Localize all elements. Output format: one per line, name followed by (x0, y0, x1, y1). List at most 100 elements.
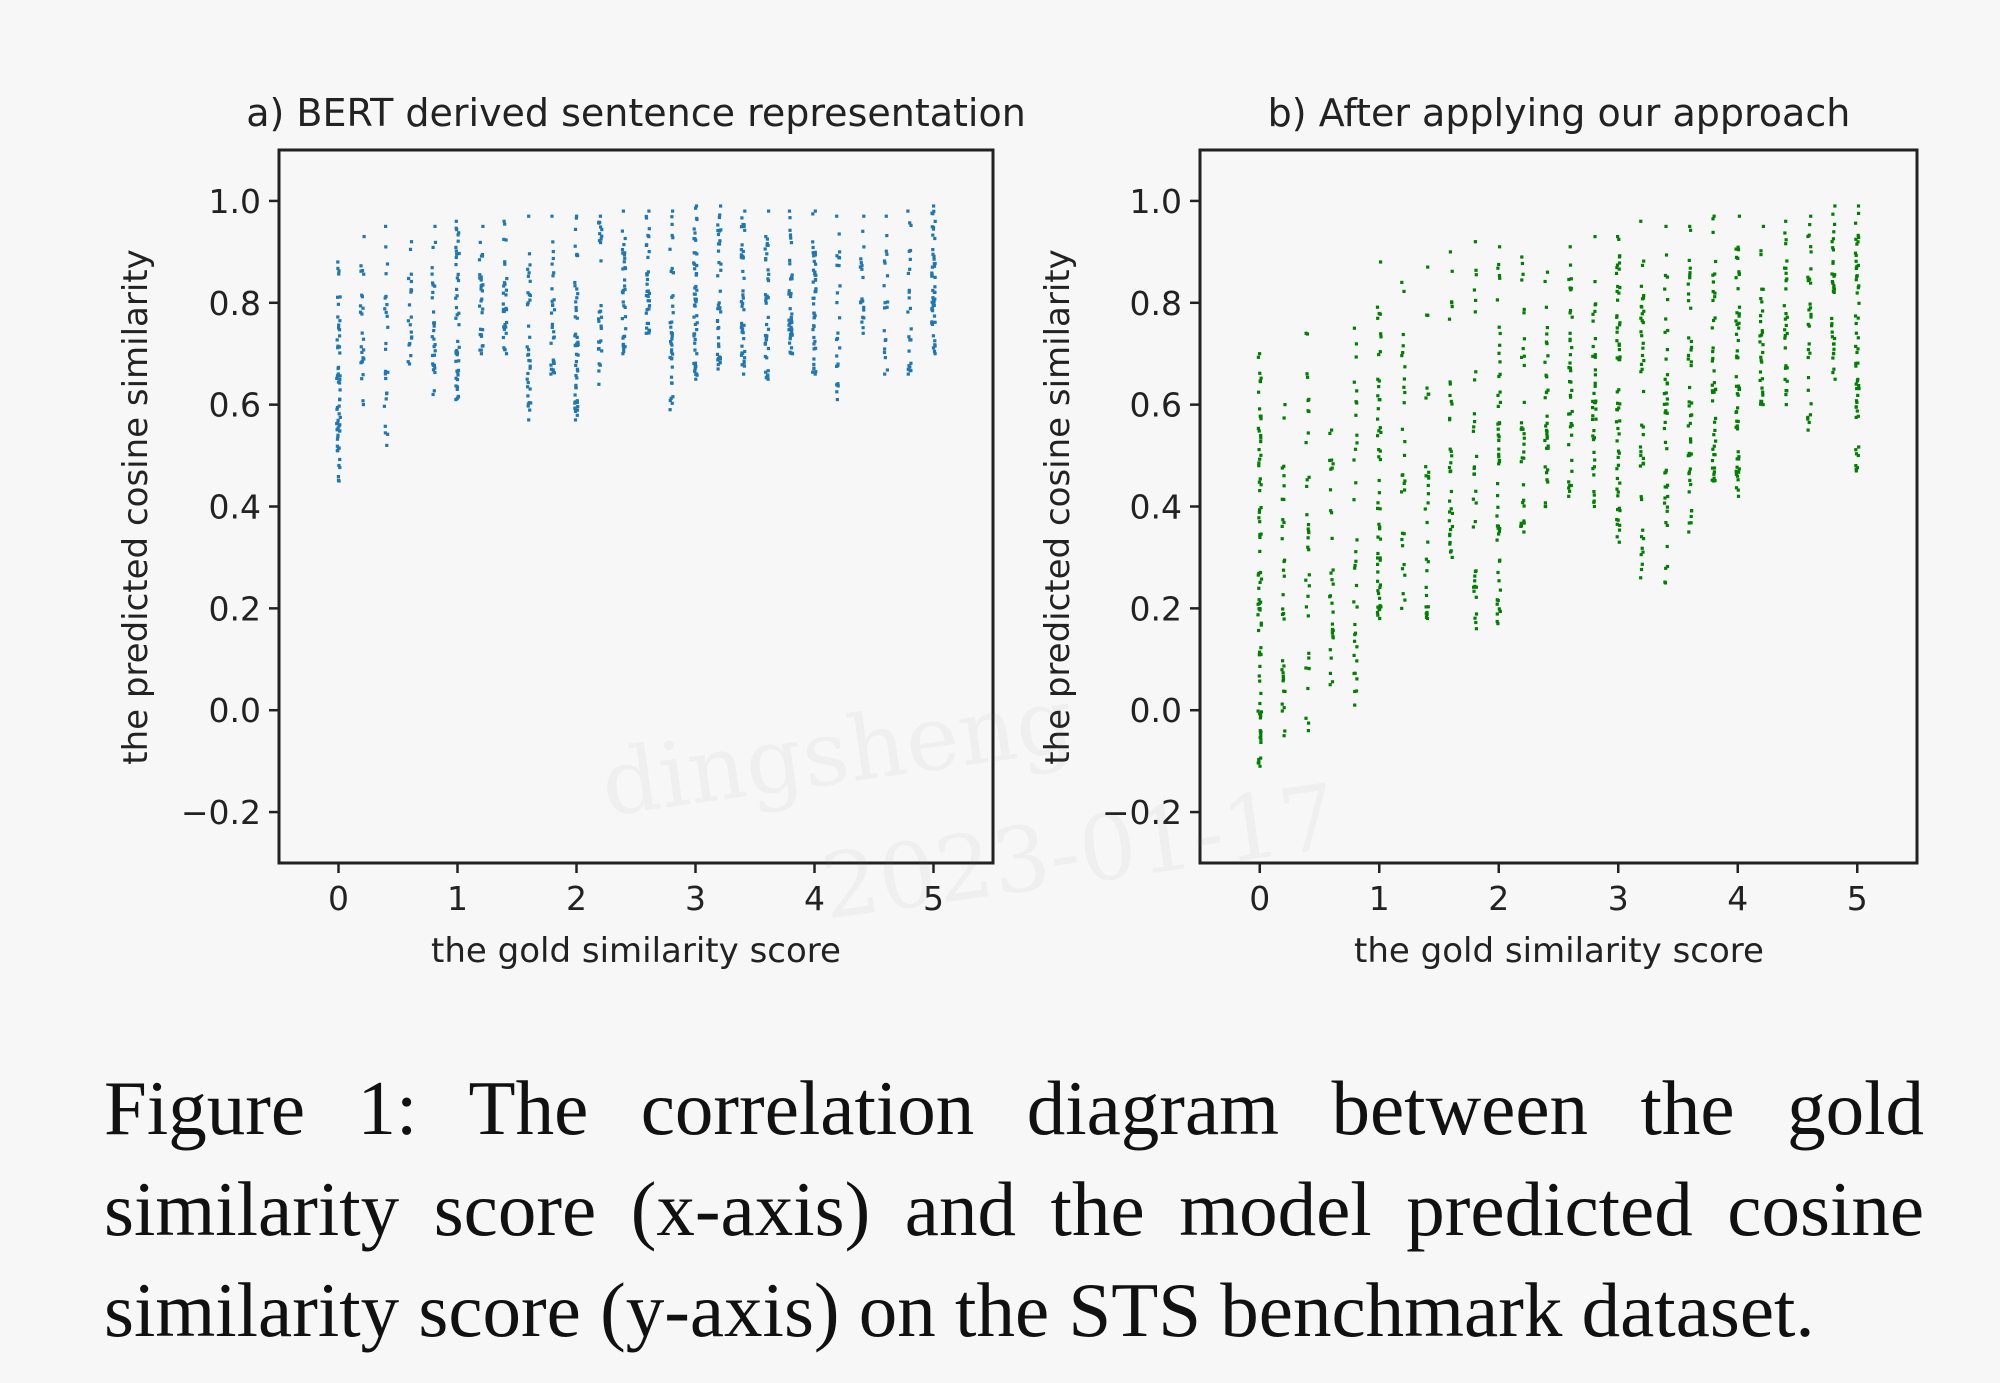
data-point (668, 398, 672, 403)
data-point (1280, 497, 1284, 501)
data-point (862, 214, 866, 218)
data-point (1638, 464, 1642, 468)
data-point (1711, 447, 1715, 451)
data-point (362, 235, 366, 239)
x-tick-label: 2 (566, 879, 587, 918)
data-point (1832, 367, 1836, 371)
data-point (1543, 465, 1547, 469)
data-point (1355, 538, 1359, 542)
data-point (1712, 470, 1716, 474)
data-point (694, 238, 698, 242)
x-tick-label: 3 (685, 879, 706, 918)
data-point (766, 268, 770, 272)
data-point (1546, 468, 1550, 472)
data-point (835, 254, 839, 258)
data-point (1283, 558, 1287, 562)
data-point (1331, 610, 1335, 614)
data-point (384, 310, 388, 314)
data-point (1592, 465, 1596, 469)
data-point (837, 255, 841, 260)
data-point (885, 234, 889, 238)
data-point (694, 372, 699, 376)
data-point (930, 265, 934, 269)
data-point (480, 311, 484, 315)
data-point (1666, 483, 1670, 487)
data-point (908, 248, 913, 253)
data-point (1522, 354, 1526, 358)
data-point (1545, 375, 1549, 379)
data-point (788, 233, 793, 237)
data-point (1735, 465, 1739, 469)
data-point (740, 363, 744, 367)
data-point (1447, 519, 1451, 523)
data-point (787, 209, 792, 213)
data-point (1736, 488, 1740, 492)
data-point (1472, 412, 1476, 416)
data-point (1497, 529, 1501, 534)
data-point (1521, 501, 1525, 505)
data-point (740, 321, 744, 325)
data-point (409, 336, 414, 340)
data-point (1497, 452, 1501, 456)
data-point (1256, 355, 1260, 359)
data-point (692, 227, 696, 231)
data-point (1259, 436, 1263, 440)
data-point (1304, 716, 1308, 720)
data-point (1378, 525, 1382, 529)
data-point (479, 284, 483, 288)
data-point (765, 322, 769, 327)
data-point (1307, 475, 1311, 479)
data-point (599, 237, 603, 241)
data-point (1689, 360, 1693, 364)
data-point (622, 243, 626, 247)
data-point (573, 280, 577, 285)
data-point (1808, 223, 1812, 227)
data-point (1615, 289, 1619, 293)
y-tick-label: 0.4 (209, 488, 261, 527)
data-point (1497, 374, 1501, 379)
data-point (1475, 454, 1479, 458)
data-point (1401, 592, 1405, 596)
data-point (1639, 316, 1643, 320)
data-point (478, 240, 482, 244)
data-point (670, 381, 674, 385)
data-point (1593, 384, 1597, 388)
data-point (528, 387, 532, 391)
data-point (743, 228, 747, 232)
data-point (1785, 389, 1789, 393)
data-point (574, 308, 578, 313)
data-point (1617, 506, 1621, 510)
data-point (1784, 323, 1788, 327)
data-point (1519, 521, 1523, 525)
data-point (1807, 233, 1811, 237)
data-point (1570, 469, 1574, 473)
chart-panel-a: a) BERT derived sentence representation … (116, 91, 1026, 971)
data-point (907, 290, 911, 294)
data-point (1496, 433, 1500, 437)
data-point (1737, 387, 1741, 391)
data-point (1854, 464, 1858, 468)
data-point (1497, 532, 1501, 536)
data-point (525, 345, 529, 349)
data-point (336, 478, 341, 482)
data-point (1663, 330, 1667, 334)
data-point (623, 287, 627, 292)
data-point (1354, 559, 1358, 563)
data-point (1784, 287, 1788, 291)
data-point (1617, 528, 1622, 532)
data-point (1496, 622, 1500, 626)
data-point (1447, 466, 1452, 470)
data-point (1639, 453, 1643, 458)
data-point (1258, 731, 1263, 735)
data-point (1687, 258, 1691, 262)
data-point (1379, 332, 1383, 336)
data-point (1831, 371, 1835, 375)
data-point (739, 225, 744, 229)
y-tick-label: 0.8 (1130, 284, 1182, 323)
data-point (1592, 450, 1596, 454)
data-point (525, 377, 529, 381)
data-point (551, 256, 555, 261)
data-point (1378, 507, 1382, 511)
data-point (1642, 389, 1646, 394)
data-point (456, 279, 461, 283)
